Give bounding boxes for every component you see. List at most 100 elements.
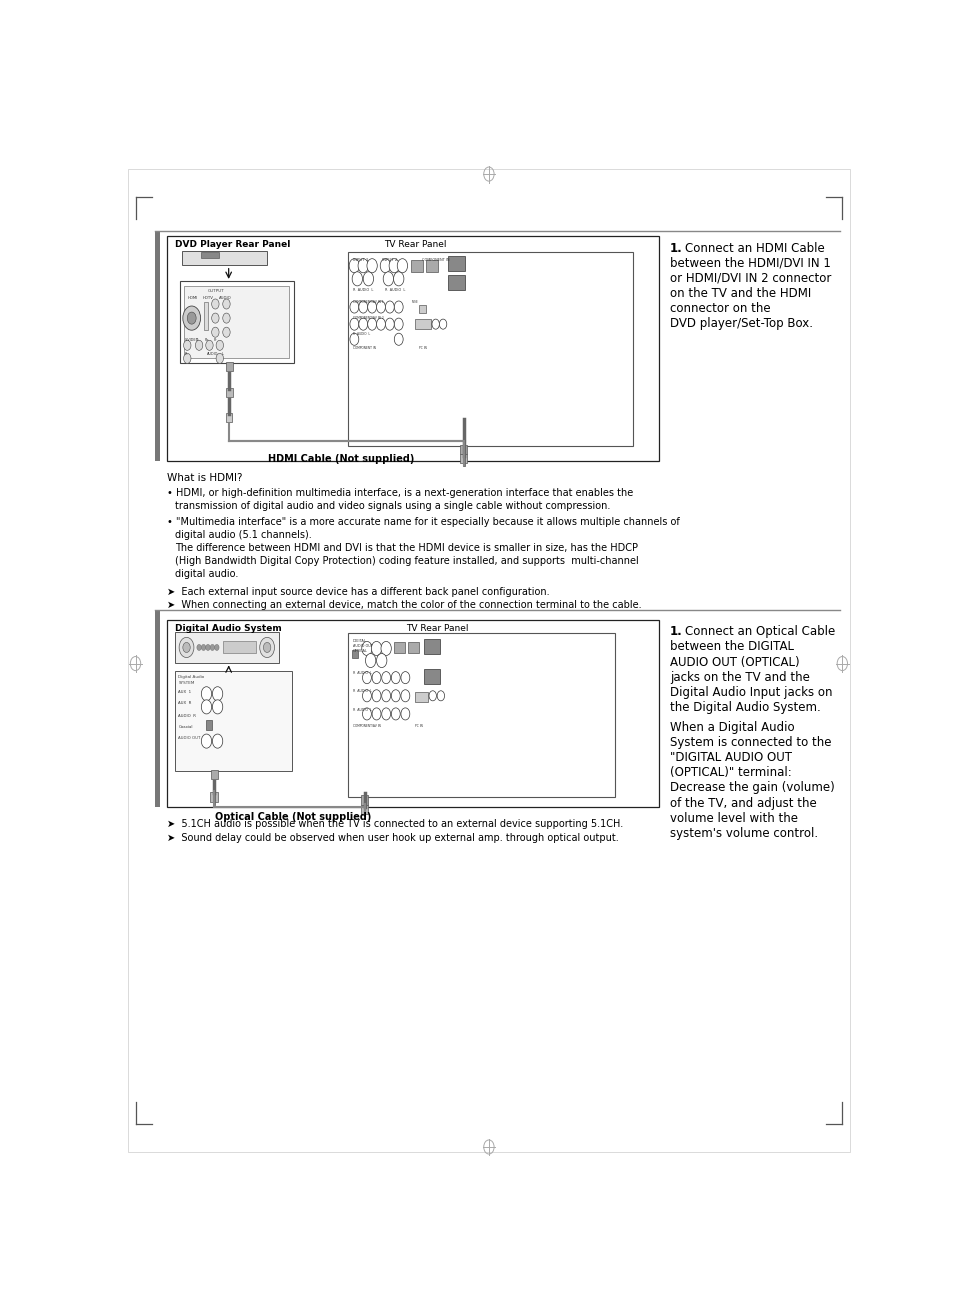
Text: Coaxial: Coaxial [178, 725, 193, 729]
Text: DVD player/Set-Top Box.: DVD player/Set-Top Box. [669, 317, 812, 330]
Bar [222, 641, 255, 654]
Text: The difference between HDMI and DVI is that the HDMI device is smaller in size, : The difference between HDMI and DVI is t… [174, 543, 637, 553]
Circle shape [439, 319, 446, 330]
Bar [459, 445, 467, 454]
Circle shape [213, 734, 222, 748]
Text: MINI: MINI [411, 300, 417, 303]
Circle shape [362, 671, 371, 684]
Bar [154, 232, 160, 462]
Text: • HDMI, or high-definition multimedia interface, is a next-generation interface : • HDMI, or high-definition multimedia in… [167, 488, 633, 498]
Circle shape [183, 353, 191, 364]
Bar [167, 235, 659, 462]
Text: AUDIO  R: AUDIO R [178, 714, 196, 718]
Circle shape [381, 708, 390, 719]
Circle shape [391, 671, 400, 684]
Circle shape [396, 259, 407, 273]
Circle shape [196, 645, 201, 650]
Circle shape [201, 645, 206, 650]
Bar [200, 251, 219, 258]
Text: HDMI Cable (Not supplied): HDMI Cable (Not supplied) [268, 454, 414, 464]
Text: INPUT 2: INPUT 2 [381, 258, 396, 262]
Bar [175, 632, 278, 663]
Bar [411, 260, 423, 272]
Text: S-VIDEO: S-VIDEO [184, 339, 198, 343]
Bar [210, 793, 217, 802]
Text: R  AUDIO  L: R AUDIO L [353, 708, 372, 712]
Circle shape [380, 259, 390, 273]
Circle shape [195, 340, 203, 351]
Circle shape [358, 318, 367, 330]
Text: AUX  1: AUX 1 [178, 689, 192, 693]
Circle shape [436, 691, 444, 701]
Text: Digital Audio System: Digital Audio System [174, 624, 281, 633]
Text: COMPONENT/AV IN 2: COMPONENT/AV IN 2 [353, 317, 383, 320]
Bar [226, 387, 233, 396]
Circle shape [214, 645, 219, 650]
Text: Digital Audio Input jacks on: Digital Audio Input jacks on [669, 685, 832, 698]
Text: or HDMI/DVI IN 2 connector: or HDMI/DVI IN 2 connector [669, 272, 831, 285]
Text: PC IN: PC IN [418, 347, 426, 351]
Text: volume level with the: volume level with the [669, 811, 798, 824]
Circle shape [352, 272, 362, 286]
Text: on the TV and the HDMI: on the TV and the HDMI [669, 286, 810, 300]
Text: What is HDMI?: What is HDMI? [167, 473, 243, 483]
Text: Pb: Pb [204, 339, 209, 343]
Text: OUTPUT: OUTPUT [208, 289, 225, 293]
Text: SYSTEM: SYSTEM [178, 680, 194, 684]
Text: COMPONENT IN: COMPONENT IN [422, 258, 450, 262]
Circle shape [394, 301, 403, 313]
Text: 1.: 1. [669, 625, 682, 638]
Bar [360, 795, 367, 804]
Bar [175, 671, 292, 772]
Circle shape [349, 259, 359, 273]
Text: PC IN: PC IN [415, 725, 422, 729]
Bar [415, 692, 428, 702]
Circle shape [432, 319, 439, 330]
Circle shape [350, 301, 358, 313]
Bar [459, 454, 467, 463]
Text: COMPONENT/AV IN: COMPONENT/AV IN [353, 725, 380, 729]
Circle shape [365, 654, 375, 667]
Text: AUX  R: AUX R [178, 701, 192, 705]
Text: AUDIO OUT: AUDIO OUT [178, 736, 200, 740]
Circle shape [391, 708, 400, 719]
Circle shape [213, 700, 222, 714]
Circle shape [263, 642, 271, 653]
Bar [203, 302, 208, 330]
Circle shape [216, 353, 223, 364]
Text: (OPTICAL)" terminal:: (OPTICAL)" terminal: [669, 766, 791, 780]
Circle shape [357, 259, 368, 273]
Text: jacks on the TV and the: jacks on the TV and the [669, 671, 809, 684]
Text: of the TV, and adjust the: of the TV, and adjust the [669, 797, 816, 810]
Circle shape [371, 641, 381, 655]
Circle shape [385, 301, 394, 313]
Circle shape [361, 641, 372, 655]
Circle shape [376, 654, 387, 667]
Bar [226, 413, 233, 422]
Bar [423, 640, 439, 654]
Text: DIGITAL: DIGITAL [353, 640, 366, 644]
Bar [448, 255, 464, 271]
Circle shape [400, 689, 410, 702]
Text: Y: Y [195, 339, 197, 343]
Circle shape [213, 687, 222, 701]
Text: Optical Cable (Not supplied): Optical Cable (Not supplied) [214, 811, 371, 821]
Circle shape [222, 327, 230, 337]
Text: digital audio (5.1 channels).: digital audio (5.1 channels). [174, 530, 311, 540]
Bar [448, 275, 464, 290]
Text: When a Digital Audio: When a Digital Audio [669, 721, 794, 734]
Circle shape [400, 671, 410, 684]
Circle shape [363, 272, 374, 286]
Circle shape [429, 691, 436, 701]
Text: TV Rear Panel: TV Rear Panel [405, 624, 468, 633]
Bar [408, 642, 419, 654]
Bar [426, 260, 437, 272]
Circle shape [187, 313, 196, 324]
Bar [182, 251, 267, 264]
Bar [418, 305, 426, 313]
Text: R  AUDIO  L: R AUDIO L [353, 671, 372, 675]
Circle shape [206, 340, 213, 351]
Circle shape [381, 689, 390, 702]
Circle shape [394, 334, 403, 345]
Text: INPUT 1: INPUT 1 [353, 258, 368, 262]
